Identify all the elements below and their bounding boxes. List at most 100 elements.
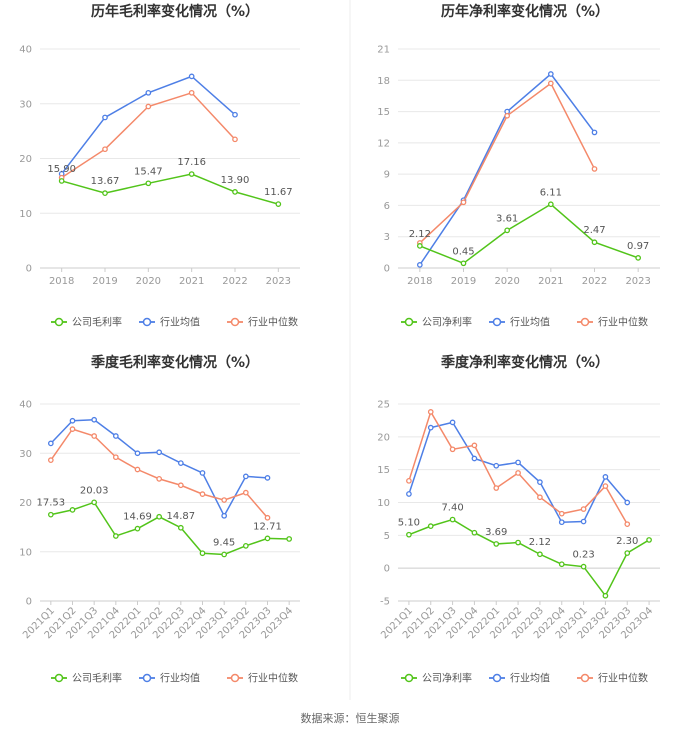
legend-marker xyxy=(580,317,590,327)
series-line-2 xyxy=(50,428,269,519)
chart-title: 历年净利率变化情况（%） xyxy=(441,3,609,20)
data-point xyxy=(177,524,184,531)
data-point xyxy=(406,491,412,497)
x-tick-label: 2019 xyxy=(451,276,476,287)
series-line-1 xyxy=(50,418,268,518)
y-tick-label: 15 xyxy=(377,107,390,118)
chart-title: 季度净利率变化情况（%） xyxy=(440,354,609,371)
data-label: 15.47 xyxy=(134,166,163,177)
data-point xyxy=(112,454,119,461)
data-point xyxy=(156,449,163,456)
data-point xyxy=(635,255,642,261)
data-point xyxy=(493,485,500,491)
data-point xyxy=(537,479,543,485)
data-point xyxy=(624,550,631,556)
y-tick-label: 20 xyxy=(19,154,32,165)
data-point xyxy=(134,525,141,532)
legend-marker xyxy=(230,673,240,683)
data-point xyxy=(47,440,54,447)
data-label: 7.40 xyxy=(441,503,463,514)
y-tick-label: 30 xyxy=(19,99,32,110)
x-tick-label: 2023 xyxy=(625,276,650,287)
data-label: 13.90 xyxy=(221,175,250,186)
data-label: 0.97 xyxy=(627,241,649,252)
data-point xyxy=(275,201,282,207)
legend-marker xyxy=(404,317,414,327)
data-point xyxy=(427,424,434,431)
legend-label: 行业均值 xyxy=(510,672,550,685)
data-point xyxy=(515,459,521,466)
y-tick-label: 15 xyxy=(377,465,390,476)
data-point xyxy=(416,262,423,268)
source-note: 数据来源：恒生聚源 xyxy=(301,711,400,725)
data-label: 17.16 xyxy=(177,157,206,168)
legend-item: 行业中位数 xyxy=(227,672,298,685)
data-point xyxy=(221,512,228,519)
data-point xyxy=(580,506,587,512)
data-point xyxy=(221,497,228,503)
data-point xyxy=(493,462,500,469)
data-point xyxy=(602,474,609,480)
data-point xyxy=(493,541,500,547)
data-point xyxy=(102,114,108,121)
data-point xyxy=(547,80,554,87)
data-label: 2.47 xyxy=(583,225,605,236)
data-point xyxy=(232,111,238,118)
data-point xyxy=(221,551,228,558)
data-point xyxy=(69,507,76,513)
x-tick-label: 2020 xyxy=(494,276,519,287)
data-point xyxy=(449,446,456,453)
data-point xyxy=(537,494,543,501)
y-tick-label: 25 xyxy=(377,400,390,411)
data-point xyxy=(91,499,98,506)
data-point xyxy=(47,511,54,518)
y-tick-label: 0 xyxy=(26,264,32,275)
x-tick-label: 2021 xyxy=(179,276,204,287)
data-point xyxy=(406,477,412,484)
legend-item: 行业均值 xyxy=(139,316,200,329)
data-point xyxy=(264,514,271,521)
legend-label: 行业中位数 xyxy=(248,672,298,685)
data-point xyxy=(177,482,184,489)
data-point xyxy=(449,419,456,426)
data-label: 0.45 xyxy=(452,246,474,257)
data-point xyxy=(264,535,271,542)
data-label: 9.45 xyxy=(213,537,235,548)
data-point xyxy=(69,426,76,432)
x-tick-label: 2021 xyxy=(538,276,563,287)
data-point xyxy=(471,529,478,536)
data-label: 15.90 xyxy=(47,164,76,175)
data-point xyxy=(242,542,249,549)
legend-label: 行业均值 xyxy=(160,316,200,329)
legend-marker xyxy=(142,673,152,683)
legend-item: 行业中位数 xyxy=(577,672,648,685)
y-tick-label: 40 xyxy=(19,400,32,411)
data-point xyxy=(406,531,412,538)
legend-marker xyxy=(580,673,590,683)
data-label: 0.23 xyxy=(572,550,594,561)
legend-item: 公司毛利率 xyxy=(51,316,122,329)
data-point xyxy=(471,455,478,462)
data-point xyxy=(547,71,554,77)
data-point xyxy=(102,146,108,153)
data-point xyxy=(232,189,238,195)
y-tick-label: 20 xyxy=(19,498,32,509)
y-tick-label: 0 xyxy=(26,597,32,608)
legend-marker xyxy=(142,317,152,327)
legend-item: 行业中位数 xyxy=(577,316,648,329)
y-tick-label: 6 xyxy=(384,201,390,212)
data-point xyxy=(156,513,163,520)
data-label: 3.69 xyxy=(485,527,507,538)
data-point xyxy=(58,178,65,184)
legend-marker xyxy=(230,317,240,327)
data-point xyxy=(602,483,609,489)
chart-panel-2: 历年净利率变化情况（%） 0 3 6 9 12 15 18 21 2018 2019 2020 2021… xyxy=(377,3,660,329)
data-point xyxy=(156,476,163,482)
x-tick-label: 2019 xyxy=(92,276,117,287)
data-point xyxy=(145,89,152,96)
legend-marker xyxy=(492,317,502,327)
y-tick-label: 18 xyxy=(377,76,390,87)
data-point xyxy=(646,537,652,543)
chart-panel-4: 季度净利率变化情况（%）-505101520252021Q12021Q22021… xyxy=(377,354,660,685)
y-tick-label: 9 xyxy=(384,170,390,181)
